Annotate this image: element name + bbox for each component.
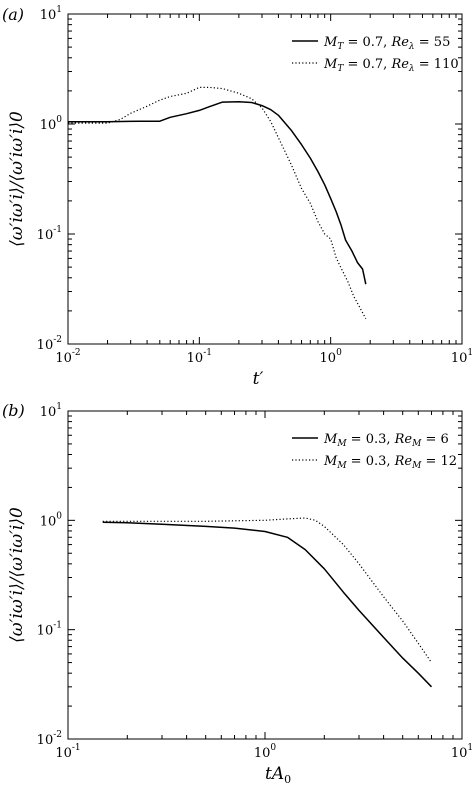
panel-b-xlabel: tA0 xyxy=(265,764,291,786)
y-tick-label: 100 xyxy=(40,115,63,133)
series-line-b-1 xyxy=(102,521,433,688)
legend-a-entry-2: MT = 0.7, Reλ = 110 xyxy=(323,57,459,74)
legend-b-entry-2: MM = 0.3, ReM = 12 xyxy=(323,454,457,471)
panel-b-ylabel: ⟨ω′iω′i⟩/⟨ω′iω′i⟩0 xyxy=(7,507,27,643)
panel-a-label: (a) xyxy=(2,5,24,24)
y-tick-label: 100 xyxy=(40,511,63,529)
panel-b-label: (b) xyxy=(2,401,25,420)
x-tick-label: 10-1 xyxy=(187,348,212,366)
x-tick-label: 100 xyxy=(320,348,343,366)
panel-a-frame xyxy=(67,13,463,345)
y-tick-label: 10-2 xyxy=(37,730,62,748)
series-line-b-2 xyxy=(102,517,432,663)
panel-a-legend: MT = 0.7, Reλ = 55 MT = 0.7, Reλ = 110 xyxy=(292,35,459,74)
panel-a-xlabel: t′ xyxy=(253,369,264,389)
legend-b-entry-1: MM = 0.3, ReM = 6 xyxy=(323,432,449,449)
panel-b-series xyxy=(102,517,433,688)
legend-a-entry-1: MT = 0.7, Reλ = 55 xyxy=(323,35,450,52)
y-tick-label: 10-1 xyxy=(37,225,62,243)
panel-a-series xyxy=(68,86,367,319)
x-tick-label: 10-1 xyxy=(55,743,80,761)
x-tick-label: 10-2 xyxy=(55,348,80,366)
panel-a-y-ticks: 10-2 10-1 100 101 xyxy=(37,5,462,353)
x-tick-label: 101 xyxy=(451,743,473,761)
panel-a: (a) 10-2 10-1 100 101 10-2 10-1 100 101 MT = 0… xyxy=(2,5,473,389)
panel-b-y-ticks: 10-2 10-1 100 101 xyxy=(37,402,462,748)
y-tick-label: 10-1 xyxy=(37,621,62,639)
panel-a-x-ticks: 10-2 10-1 100 101 xyxy=(55,14,473,366)
y-tick-label: 10-2 xyxy=(37,335,62,353)
y-tick-label: 101 xyxy=(40,402,62,420)
panel-b-x-ticks: 10-1 100 101 xyxy=(55,411,473,761)
series-line-a-2 xyxy=(68,86,367,319)
panel-b-legend: MM = 0.3, ReM = 6 MM = 0.3, ReM = 12 xyxy=(292,432,457,471)
series-line-a-1 xyxy=(68,101,367,285)
panel-a-ylabel: ⟨ω′iω′i⟩/⟨ω′iω′i⟩0 xyxy=(7,111,27,247)
x-tick-label: 101 xyxy=(451,348,473,366)
x-tick-label: 100 xyxy=(254,743,277,761)
y-tick-label: 101 xyxy=(40,5,62,23)
